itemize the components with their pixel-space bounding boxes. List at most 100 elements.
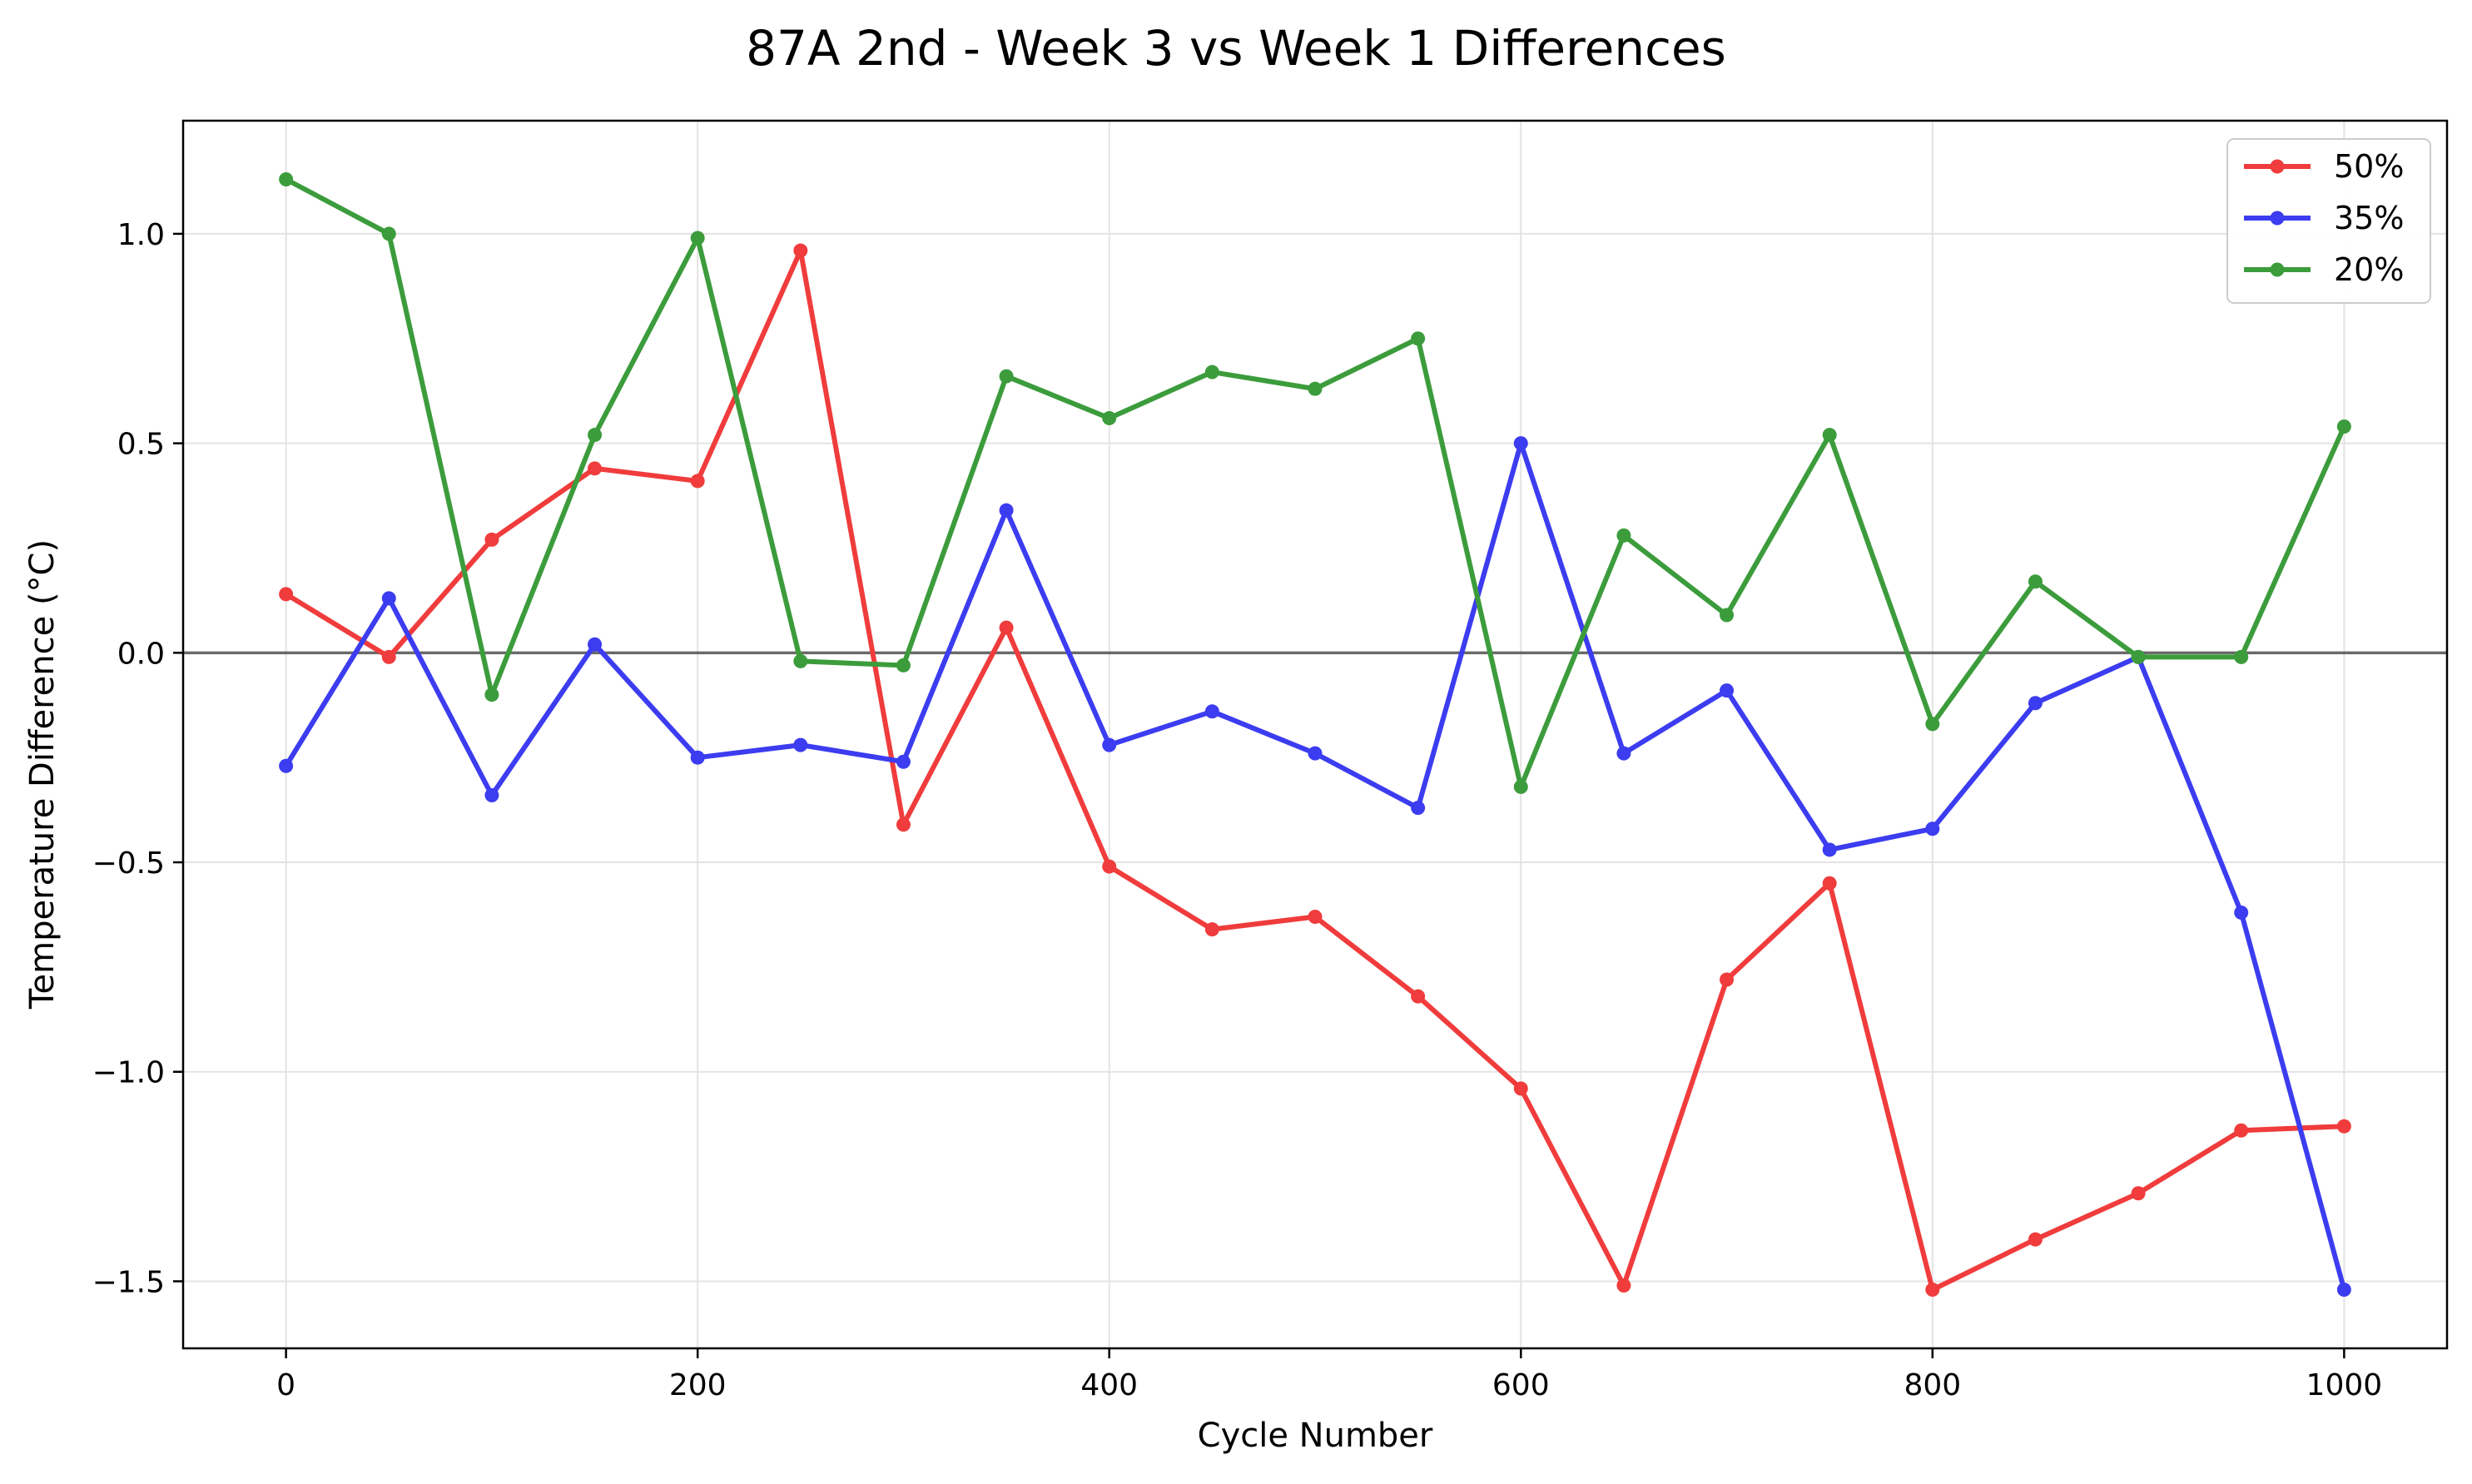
x-tick-label: 200 — [669, 1368, 727, 1402]
data-point — [1411, 801, 1426, 816]
legend-item-35-percent: 35% — [2244, 200, 2404, 236]
legend-marker — [2270, 159, 2285, 174]
data-point — [2234, 649, 2249, 664]
data-point — [1720, 608, 1735, 623]
x-tick-label: 1000 — [2306, 1368, 2383, 1402]
data-point — [1102, 737, 1117, 752]
x-tick-label: 800 — [1904, 1368, 1961, 1402]
data-point — [999, 620, 1014, 635]
legend-item-20-percent: 20% — [2244, 251, 2404, 288]
x-tick-label: 0 — [276, 1368, 295, 1402]
data-point — [690, 750, 705, 765]
legend-label: 20% — [2334, 251, 2404, 288]
data-point — [279, 587, 294, 602]
data-point — [1513, 779, 1528, 794]
y-axis-label: Temperature Difference (°C) — [23, 539, 62, 1010]
data-point — [1204, 922, 1219, 937]
data-point — [588, 637, 603, 652]
data-point — [1411, 989, 1426, 1004]
data-point — [381, 649, 396, 664]
data-point — [484, 532, 499, 547]
data-point — [1616, 746, 1631, 761]
x-tick-label: 600 — [1492, 1368, 1550, 1402]
data-point — [1102, 410, 1117, 425]
data-point — [999, 369, 1014, 384]
data-point — [279, 171, 294, 186]
data-point — [588, 461, 603, 476]
y-tick-label: 0.5 — [117, 428, 165, 462]
data-point — [1925, 821, 1940, 836]
data-point — [793, 653, 808, 668]
data-point — [1308, 909, 1323, 924]
data-point — [999, 503, 1014, 518]
data-point — [1204, 365, 1219, 380]
data-point — [793, 737, 808, 752]
y-tick-label: 0.0 — [117, 637, 165, 671]
data-point — [1925, 717, 1940, 732]
series-line — [284, 440, 2347, 1291]
data-point — [1925, 1283, 1940, 1298]
data-point — [2028, 696, 2043, 711]
x-axis-label: Cycle Number — [1198, 1417, 1433, 1455]
data-point — [1822, 842, 1837, 857]
data-point — [484, 787, 499, 802]
data-point — [690, 474, 705, 489]
legend-marker — [2270, 262, 2285, 277]
legend-marker — [2270, 211, 2285, 226]
data-point — [1616, 1278, 1631, 1293]
legend-item-50-percent: 50% — [2244, 148, 2404, 185]
data-point — [2336, 1119, 2351, 1134]
legend-label: 50% — [2334, 148, 2404, 185]
grid-lines — [183, 121, 2447, 1348]
data-point — [1616, 528, 1631, 543]
series-line — [285, 176, 2347, 790]
data-point — [279, 758, 294, 773]
legend-label: 35% — [2334, 200, 2404, 236]
y-tick-label: −0.5 — [92, 846, 165, 881]
y-tick-label: 1.0 — [117, 218, 165, 252]
data-point — [588, 428, 603, 443]
data-point — [2131, 1186, 2146, 1201]
plot-area-frame — [181, 119, 2449, 1350]
data-point — [1513, 436, 1528, 451]
data-point — [1822, 428, 1837, 443]
chart-title: 87A 2nd - Week 3 vs Week 1 Differences — [746, 20, 1726, 77]
data-point — [381, 591, 396, 606]
chart-legend: 50% 35% 20% — [2226, 138, 2431, 304]
data-point — [2234, 905, 2249, 920]
data-point — [1204, 704, 1219, 719]
series-20-percent — [279, 171, 2351, 794]
data-point — [1308, 381, 1323, 396]
series-line — [285, 248, 2345, 1293]
data-point — [1513, 1081, 1528, 1096]
x-axis-ticks: 0 200 400 600 800 1000 — [276, 1348, 2382, 1402]
data-point — [2336, 1283, 2351, 1298]
data-point — [1720, 683, 1735, 698]
data-point — [690, 231, 705, 246]
data-point — [2131, 649, 2146, 664]
series-50-percent — [279, 243, 2351, 1298]
x-tick-label: 400 — [1080, 1368, 1138, 1402]
data-point — [896, 817, 911, 832]
data-point — [1411, 331, 1426, 346]
y-axis-ticks: 1.0 0.5 0.0 −0.5 −1.0 −1.5 — [92, 218, 183, 1299]
y-tick-label: −1.5 — [92, 1265, 165, 1299]
data-point — [2234, 1123, 2249, 1138]
data-point — [896, 658, 911, 673]
data-point — [484, 687, 499, 702]
data-series — [279, 171, 2351, 1298]
data-point — [896, 754, 911, 769]
data-point — [1102, 859, 1117, 874]
data-point — [1822, 876, 1837, 891]
data-point — [2028, 574, 2043, 589]
data-point — [381, 226, 396, 241]
data-point — [793, 243, 808, 258]
data-point — [2336, 419, 2351, 434]
data-point — [2028, 1232, 2043, 1247]
data-point — [1308, 746, 1323, 761]
series-35-percent — [279, 436, 2351, 1298]
legend-box — [2226, 138, 2431, 304]
data-point — [1720, 972, 1735, 987]
